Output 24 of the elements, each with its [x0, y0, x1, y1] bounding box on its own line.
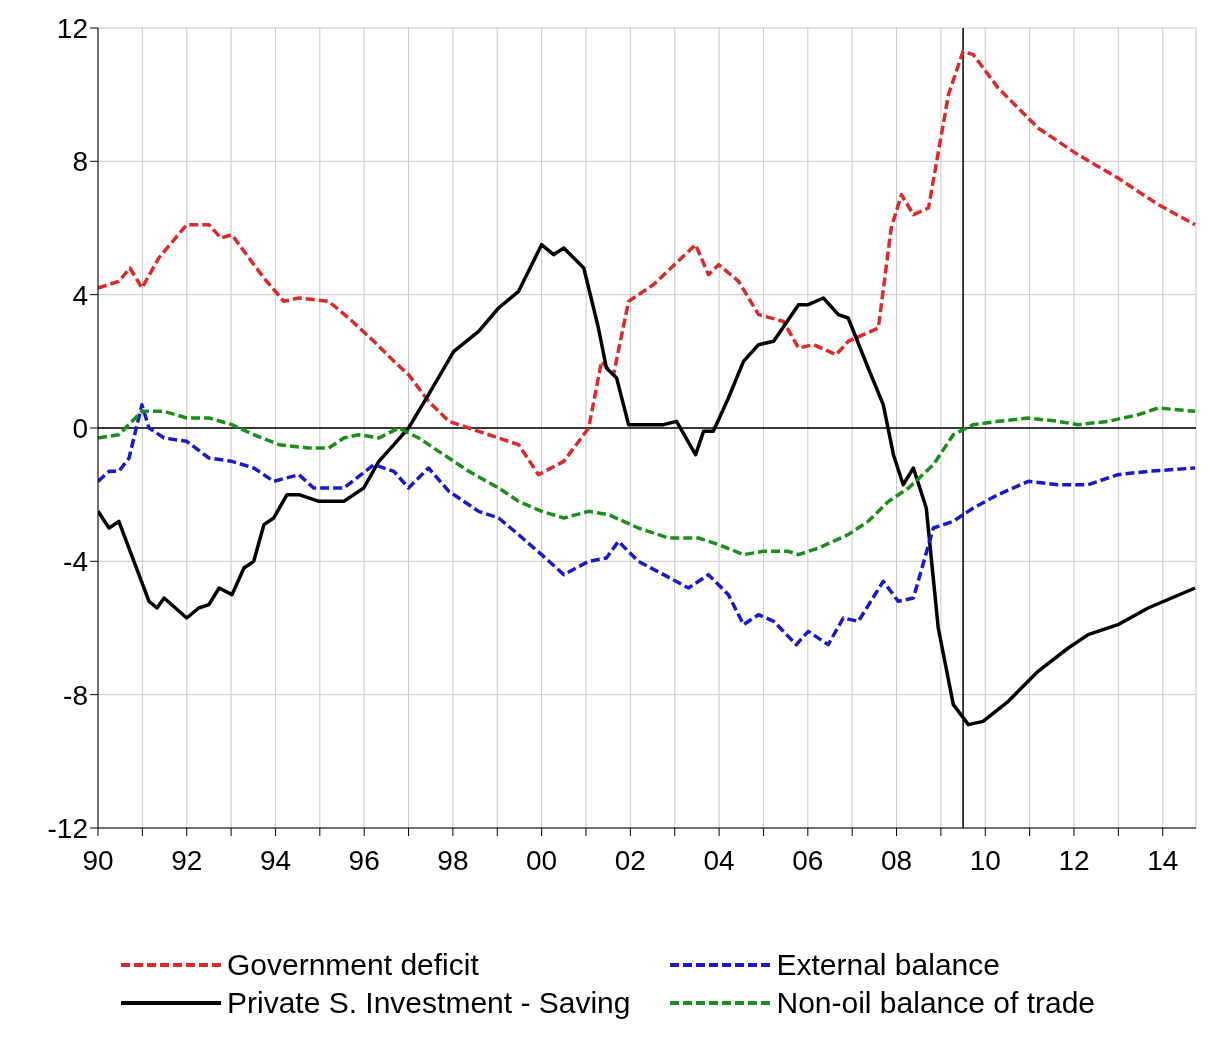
y-tick-label: 12 [56, 12, 88, 44]
legend-label: Private S. Investment - Saving [226, 986, 631, 1020]
x-tick-label: 90 [82, 844, 114, 876]
x-tick-label: 00 [526, 844, 558, 876]
x-tick-label: 96 [348, 844, 380, 876]
y-tick-label: 0 [72, 412, 88, 444]
legend-label: Non-oil balance of trade [776, 986, 1096, 1020]
x-tick-label: 92 [171, 844, 203, 876]
y-tick-label: -4 [63, 546, 88, 578]
y-tick-label: -8 [63, 679, 88, 711]
x-tick-label: 08 [880, 844, 913, 876]
legend-label: Government deficit [226, 948, 479, 982]
x-tick-label: 10 [969, 844, 1001, 876]
x-tick-label: 98 [437, 844, 469, 876]
legend-label: External balance [776, 948, 1000, 982]
x-tick-label: 06 [792, 844, 824, 876]
x-tick-label: 02 [614, 844, 646, 876]
x-tick-label: 94 [259, 844, 292, 876]
x-tick-label: 14 [1147, 844, 1179, 876]
y-tick-label: 8 [72, 146, 88, 178]
x-tick-label: 04 [703, 844, 735, 876]
y-tick-label: 4 [72, 279, 88, 311]
x-tick-label: 12 [1058, 844, 1090, 876]
y-tick-label: -12 [47, 812, 88, 844]
